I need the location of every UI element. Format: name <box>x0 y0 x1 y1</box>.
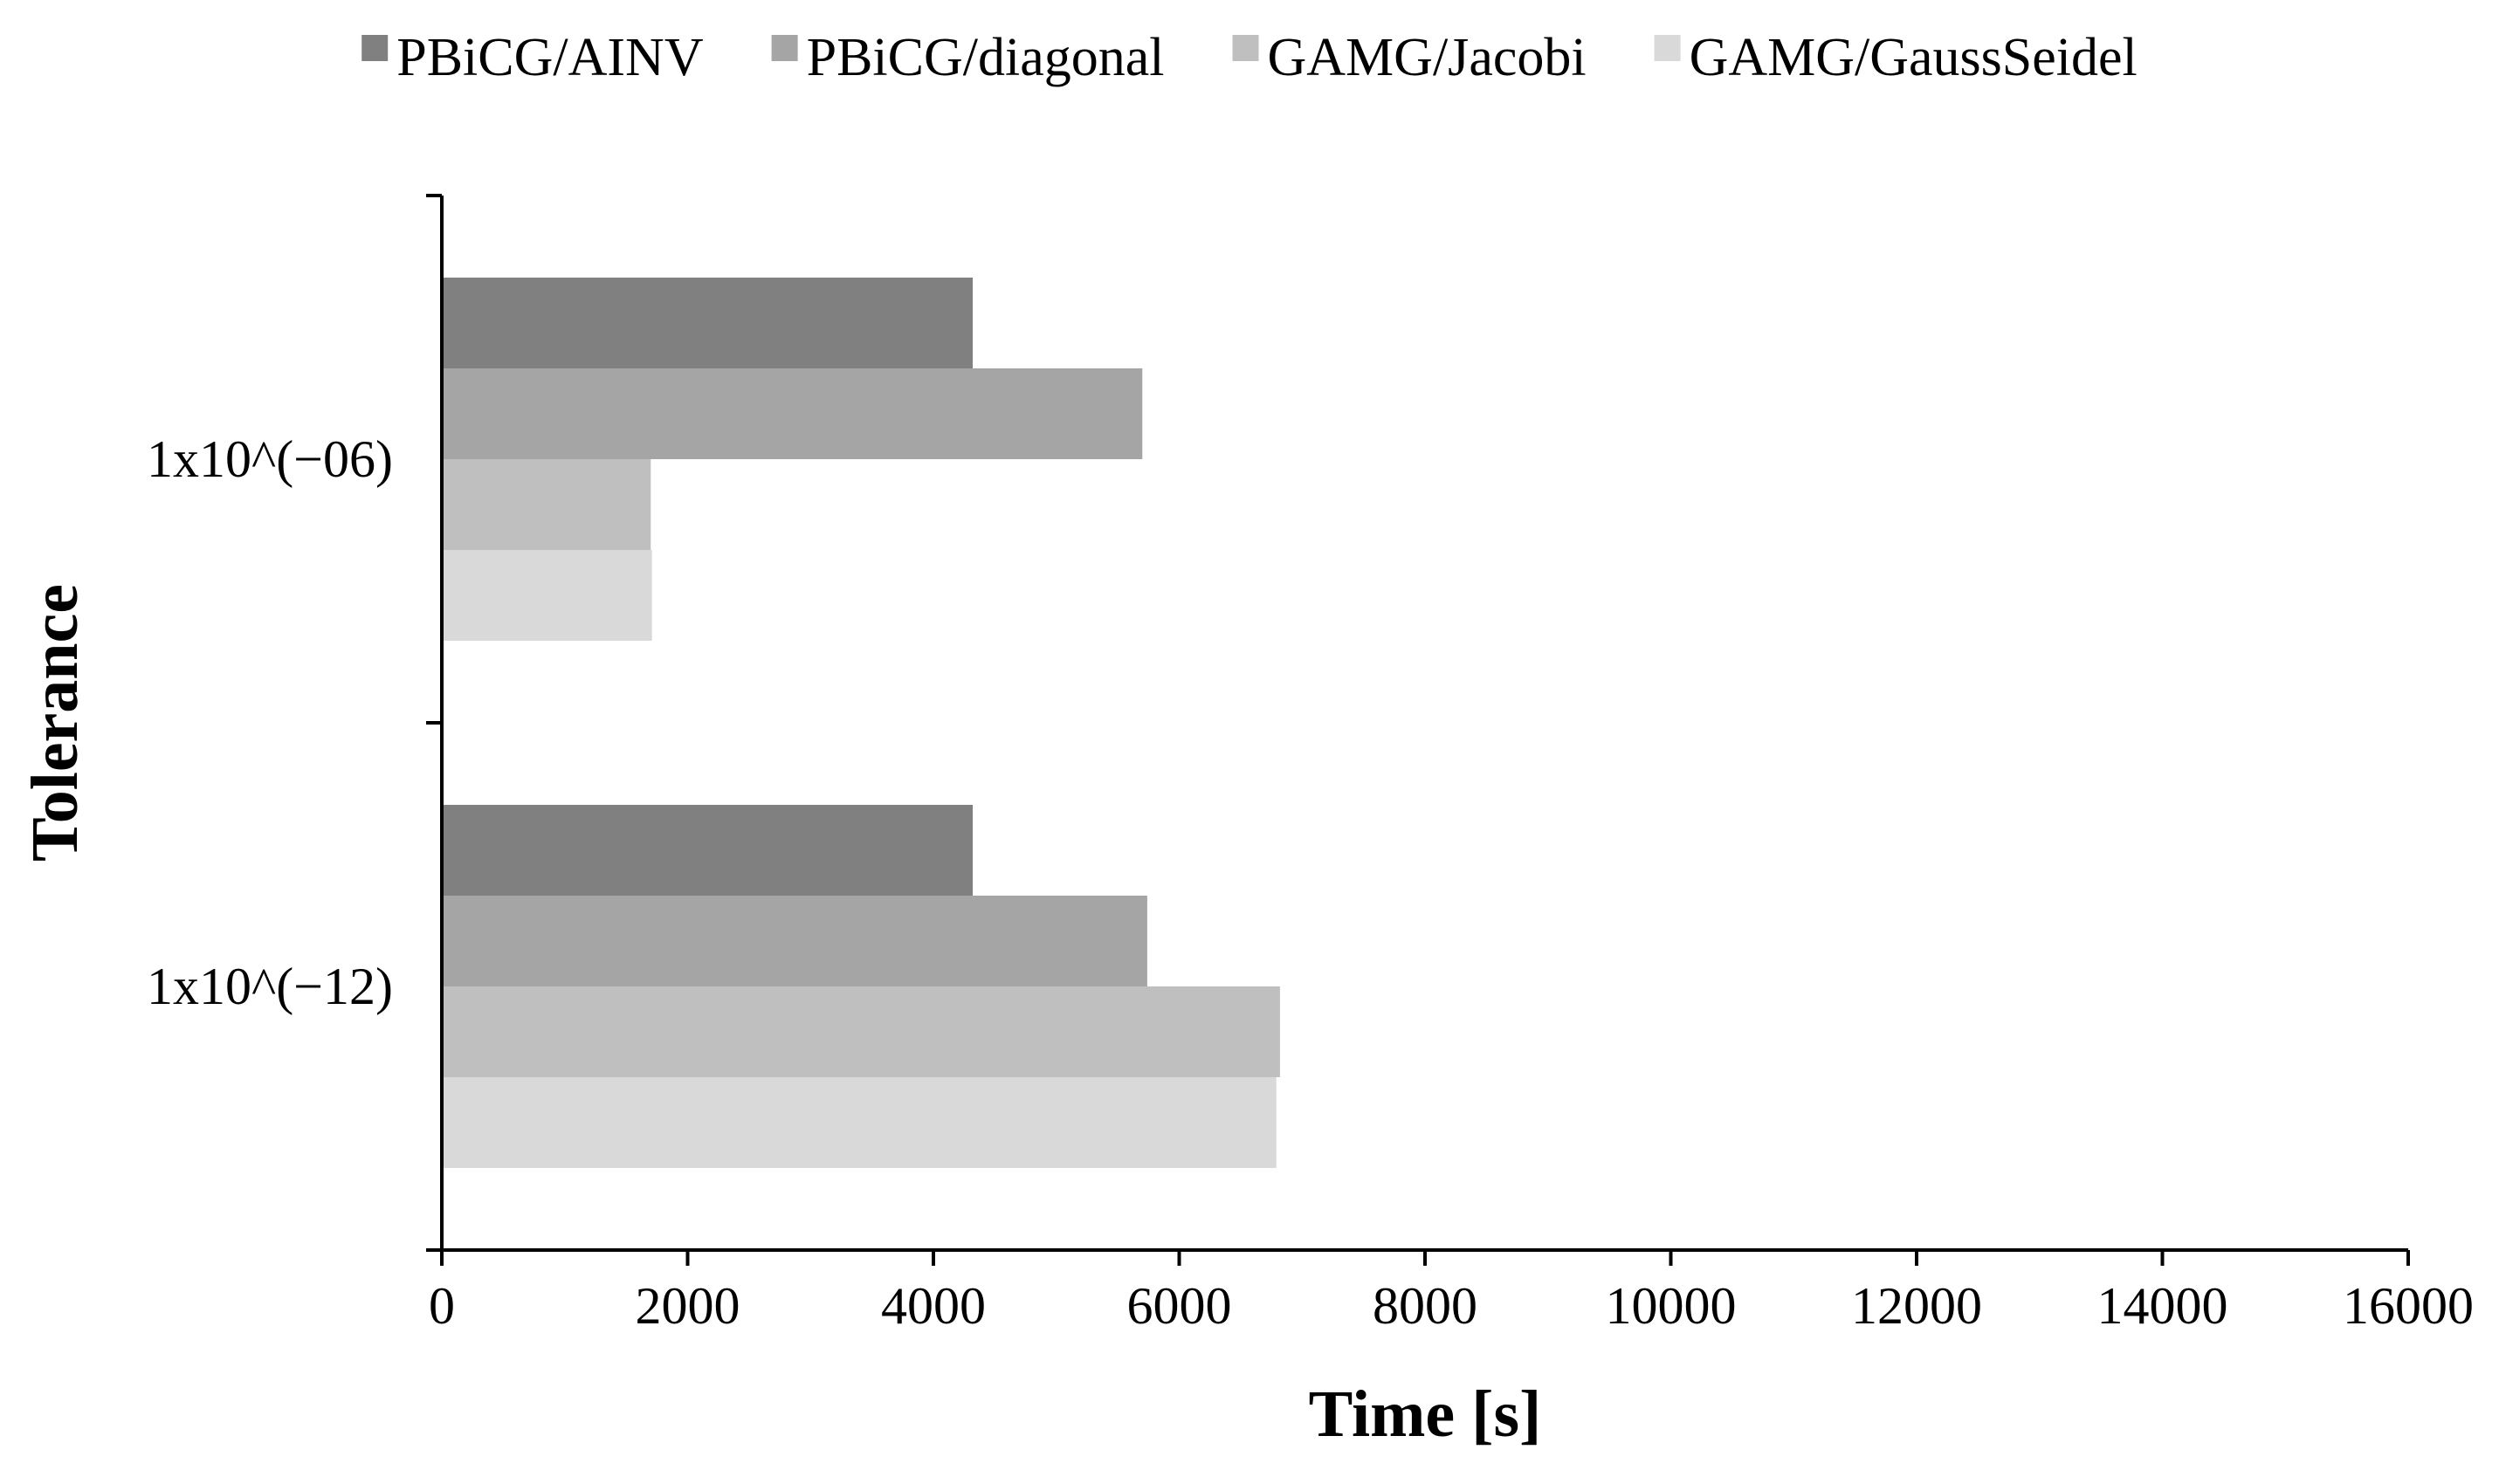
bar-pbicg-diagonal-1 <box>444 368 1143 459</box>
x-tick-label: 6000 <box>1127 1277 1232 1335</box>
legend-swatch <box>771 35 798 61</box>
x-tick-label: 16000 <box>2343 1277 2474 1335</box>
bars <box>444 278 1280 1168</box>
x-ticks: 0 2000 4000 6000 8000 10000 12000 14000 16000 <box>429 1250 2474 1335</box>
x-tick-label: 8000 <box>1373 1277 1477 1335</box>
bar-gamg-jacobi-2 <box>444 986 1280 1077</box>
legend-label: GAMG/GaussSeidel <box>1690 28 2138 87</box>
bar-gamg-gaussseidel-1 <box>444 550 652 641</box>
y-axis-title: Tolerance <box>18 584 92 862</box>
x-tick-label: 12000 <box>1851 1277 1982 1335</box>
legend-swatch <box>1654 35 1681 61</box>
legend-item: PBiCG/diagonal <box>771 28 1165 87</box>
legend-item: GAMG/GaussSeidel <box>1654 28 2138 87</box>
legend-label: GAMG/Jacobi <box>1268 28 1587 87</box>
x-tick-label: 10000 <box>1606 1277 1737 1335</box>
y-category-label: 1x10^(−06) <box>147 430 393 488</box>
legend-item: PBiCG/AINV <box>361 28 704 87</box>
x-axis-title: Time [s] <box>1309 1378 1542 1451</box>
x-tick-label: 14000 <box>2097 1277 2228 1335</box>
x-tick-label: 4000 <box>881 1277 986 1335</box>
legend-item: GAMG/Jacobi <box>1232 28 1587 87</box>
bar-pbicg-diagonal-2 <box>444 896 1147 986</box>
y-ticks: 1x10^(−06) 1x10^(−12) <box>147 194 442 1252</box>
bar-pbicg-ainv-2 <box>444 805 974 896</box>
bar-pbicg-ainv-1 <box>444 278 974 368</box>
x-tick-label: 2000 <box>636 1277 740 1335</box>
y-category-label: 1x10^(−12) <box>147 958 393 1015</box>
x-tick-label: 0 <box>429 1277 455 1335</box>
bar-gamg-gaussseidel-2 <box>444 1077 1277 1168</box>
legend: PBiCG/AINV PBiCG/diagonal GAMG/Jacobi GAMG/… <box>361 28 2138 87</box>
legend-label: PBiCG/diagonal <box>807 28 1165 87</box>
legend-swatch <box>1232 35 1259 61</box>
bar-gamg-jacobi-1 <box>444 459 651 550</box>
legend-label: PBiCG/AINV <box>396 28 704 87</box>
legend-swatch <box>361 35 389 61</box>
